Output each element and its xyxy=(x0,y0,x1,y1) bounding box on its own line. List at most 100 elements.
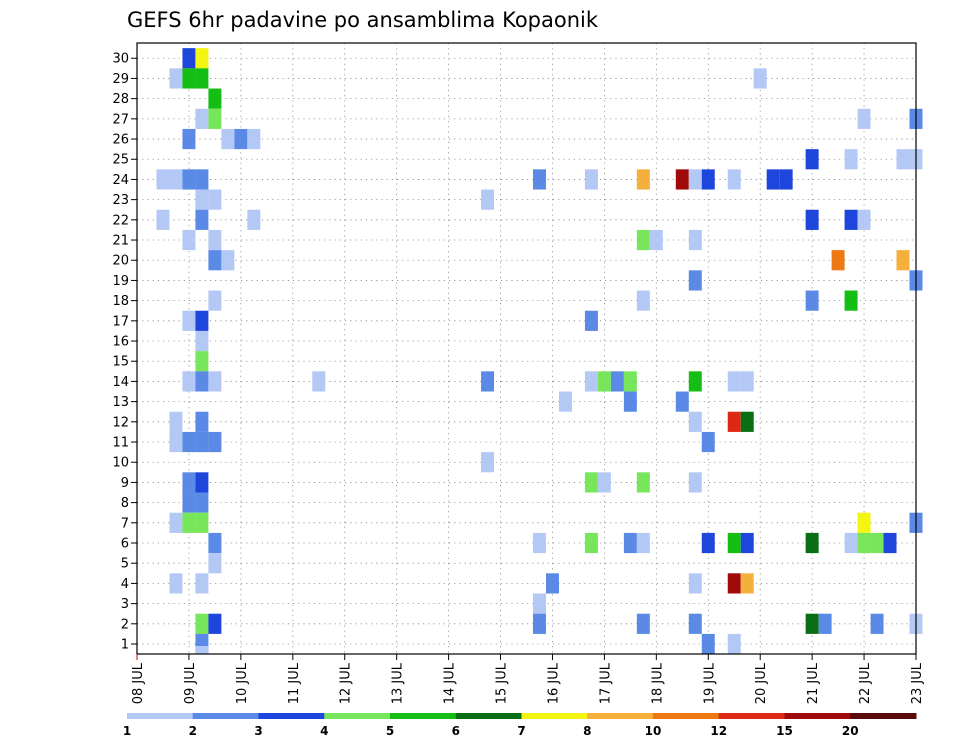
precip-cell xyxy=(208,532,222,554)
precip-cell xyxy=(481,371,495,392)
precip-cell xyxy=(844,149,858,170)
precip-cell xyxy=(701,532,715,554)
precip-cell xyxy=(558,391,572,412)
precip-cell xyxy=(195,472,209,493)
precip-cell xyxy=(584,310,598,331)
y-tick-label: 29 xyxy=(112,72,129,87)
y-tick-label: 3 xyxy=(121,597,129,612)
precip-cell xyxy=(195,48,209,69)
precip-cell xyxy=(688,270,702,291)
precip-cell xyxy=(675,391,689,412)
colorbar-label: 2 xyxy=(189,724,197,738)
colorbar: 1 2 3 4 5 6 7 8 10 12 15 20 xyxy=(123,713,917,738)
precip-cell xyxy=(688,613,702,634)
x-tick-label: 10 JUL xyxy=(235,662,250,704)
precip-cell xyxy=(623,532,637,554)
precip-cell xyxy=(532,532,546,554)
y-tick-label: 22 xyxy=(112,213,129,228)
x-tick-label: 17 JUL xyxy=(598,662,613,704)
precip-cell xyxy=(610,371,624,392)
y-tick-label: 16 xyxy=(112,335,129,350)
x-tick-label: 09 JUL xyxy=(183,662,198,704)
precip-cell xyxy=(169,411,183,432)
precip-cell xyxy=(740,573,754,594)
precip-cell xyxy=(234,128,248,150)
precip-cell xyxy=(195,330,209,352)
precip-cell xyxy=(597,472,611,493)
precip-cell xyxy=(195,108,209,129)
colorbar-label: 3 xyxy=(254,724,262,738)
y-tick-label: 26 xyxy=(112,133,129,148)
x-axis: 08 JUL 09 JUL 10 JUL 11 JUL 12 JUL 13 JUL 14 J… xyxy=(131,654,925,704)
precip-cell xyxy=(195,209,209,230)
precip-cell xyxy=(182,48,196,69)
precip-cell xyxy=(169,512,183,533)
precip-cell xyxy=(740,411,754,432)
precip-cell xyxy=(805,613,819,634)
precip-cell xyxy=(545,573,559,594)
colorbar-swatch xyxy=(324,713,391,719)
precip-cell xyxy=(584,371,598,392)
precip-cell xyxy=(195,431,209,453)
precip-cell xyxy=(584,532,598,554)
precip-cell xyxy=(208,553,222,574)
precip-cell xyxy=(857,512,871,533)
precip-cell xyxy=(182,371,196,392)
y-tick-label: 23 xyxy=(112,193,129,208)
precip-cell xyxy=(182,169,196,190)
y-tick-label: 13 xyxy=(112,395,129,410)
precip-cell xyxy=(182,472,196,493)
precip-cell xyxy=(208,250,222,271)
x-tick-label: 23 JUL xyxy=(910,662,925,704)
precip-cell xyxy=(675,169,689,190)
precip-cell xyxy=(623,371,637,392)
x-tick-label: 22 JUL xyxy=(858,662,873,704)
precip-cell xyxy=(740,532,754,554)
precip-cell xyxy=(195,68,209,89)
y-tick-label: 14 xyxy=(112,375,129,390)
precip-cell xyxy=(805,209,819,230)
precip-cell xyxy=(896,250,910,271)
precip-cell xyxy=(195,573,209,594)
y-tick-label: 2 xyxy=(121,617,129,632)
precip-cell xyxy=(727,532,741,554)
y-tick-label: 15 xyxy=(112,355,129,370)
precip-cell xyxy=(195,646,209,654)
y-tick-label: 20 xyxy=(112,254,129,269)
x-tick-label: 18 JUL xyxy=(650,662,665,704)
colorbar-label: 6 xyxy=(452,724,460,738)
precip-cell xyxy=(701,431,715,453)
precip-cell xyxy=(857,532,871,554)
precip-cell xyxy=(195,512,209,533)
precip-cell xyxy=(636,169,650,190)
precip-cell xyxy=(883,532,897,554)
precip-cell xyxy=(597,371,611,392)
plot-frame xyxy=(136,42,917,655)
x-tick-label: 11 JUL xyxy=(287,662,302,704)
colorbar-label: 20 xyxy=(842,724,859,738)
precip-cell xyxy=(805,532,819,554)
colorbar-swatch xyxy=(521,713,588,719)
precip-cell xyxy=(688,472,702,493)
colorbar-label: 5 xyxy=(386,724,394,738)
precip-cell xyxy=(844,532,858,554)
precip-cell xyxy=(688,411,702,432)
precip-cell xyxy=(818,613,832,634)
precip-cell xyxy=(169,169,183,190)
precip-cell xyxy=(740,371,754,392)
precip-cell xyxy=(182,310,196,331)
precip-cell xyxy=(584,472,598,493)
x-tick-label: 21 JUL xyxy=(806,662,821,704)
precip-cell xyxy=(727,169,741,190)
y-tick-label: 8 xyxy=(121,496,129,511)
precip-cell xyxy=(844,209,858,230)
precip-cell xyxy=(701,633,715,655)
precip-cell xyxy=(623,391,637,412)
precip-cell xyxy=(195,492,209,513)
y-tick-label: 10 xyxy=(112,456,129,471)
precip-cell xyxy=(727,573,741,594)
precip-cell xyxy=(870,613,884,634)
precip-cell xyxy=(195,310,209,331)
y-tick-label: 7 xyxy=(121,516,129,531)
plot-background xyxy=(137,43,916,654)
